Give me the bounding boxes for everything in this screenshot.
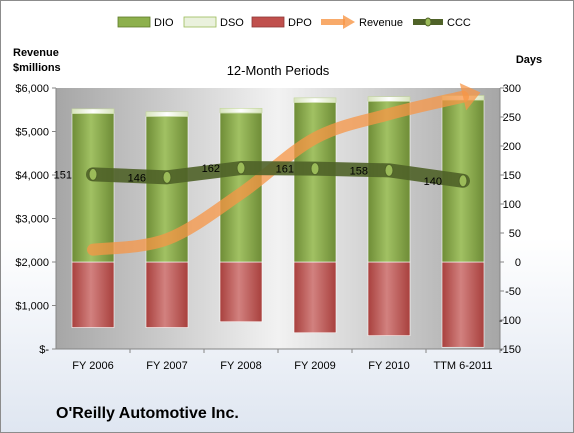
revenue-arrowhead (459, 83, 481, 111)
ccc-point (458, 174, 468, 188)
legend-label-revenue: Revenue (359, 17, 403, 29)
left-tick-label: $5,000 (15, 127, 49, 139)
x-tick-label: FY 2009 (294, 360, 335, 372)
x-tick-label: FY 2006 (72, 360, 113, 372)
legend-marker-ccc (424, 17, 432, 27)
right-tick-label: 300 (503, 83, 521, 95)
ccc-point (310, 162, 320, 176)
right-tick-label: -100 (499, 315, 521, 327)
left-tick-label: $3,000 (15, 214, 49, 226)
x-tick-label: FY 2010 (368, 360, 409, 372)
ccc-point (88, 167, 98, 181)
right-tick-label: 100 (503, 199, 521, 211)
x-tick-label: FY 2008 (220, 360, 261, 372)
ccc-point (236, 161, 246, 175)
ccc-data-label: 146 (128, 172, 146, 184)
ccc-line (86, 161, 470, 188)
left-tick-label: $4,000 (15, 170, 49, 182)
right-tick-label: 200 (503, 141, 521, 153)
right-tick-label: 150 (503, 170, 521, 182)
legend-swatch-dio (117, 16, 151, 28)
left-tick-label: $- (39, 344, 49, 356)
right-axis-title: Days (516, 54, 542, 66)
legend-label-ccc: CCC (447, 17, 471, 29)
left-tick-label: $6,000 (15, 83, 49, 95)
x-tick-label: FY 2007 (146, 360, 187, 372)
bar-dso (293, 97, 337, 103)
right-tick-label: 0 (515, 257, 521, 269)
bar-dpo (71, 261, 115, 328)
bar-dpo (293, 261, 337, 334)
right-tick-label: -50 (505, 286, 521, 298)
legend-swatch-dso (183, 16, 217, 28)
chart-subtitle: 12-Month Periods (227, 63, 330, 78)
bar-dpo (219, 261, 263, 323)
bar-dso (145, 111, 189, 117)
legend-label-dso: DSO (220, 17, 244, 29)
ccc-data-label: 151 (54, 169, 72, 181)
ccc-point (162, 170, 172, 184)
ccc-data-label: 161 (276, 164, 294, 176)
bar-dpo (441, 261, 485, 348)
bar-dpo (367, 261, 411, 336)
ccc-data-label: 162 (202, 163, 220, 175)
bar-dso (367, 96, 411, 102)
legend-label-dpo: DPO (288, 17, 312, 29)
right-tick-label: 250 (503, 112, 521, 124)
legend-arrowhead-revenue (343, 15, 355, 29)
right-tick-label: 50 (509, 228, 521, 240)
ccc-point (384, 163, 394, 177)
legend-label-dio: DIO (154, 17, 174, 29)
left-tick-label: $1,000 (15, 301, 49, 313)
bar-dpo (145, 261, 189, 328)
legend-swatch-dpo (251, 16, 285, 28)
plot-area (56, 88, 500, 349)
x-tick-label: TTM 6-2011 (433, 360, 492, 372)
ccc-data-label: 140 (424, 176, 442, 188)
left-axis-title-line1: Revenue (13, 47, 59, 59)
bar-dso (219, 108, 263, 114)
ccc-data-label: 158 (350, 165, 368, 177)
bar-dio (367, 101, 411, 263)
right-tick-label: -150 (499, 344, 521, 356)
left-axis-title-line2: $millions (13, 62, 61, 74)
bar-dio (71, 113, 115, 263)
left-tick-label: $2,000 (15, 257, 49, 269)
bar-dso (71, 108, 115, 114)
company-name: O'Reilly Automotive Inc. (56, 405, 239, 422)
